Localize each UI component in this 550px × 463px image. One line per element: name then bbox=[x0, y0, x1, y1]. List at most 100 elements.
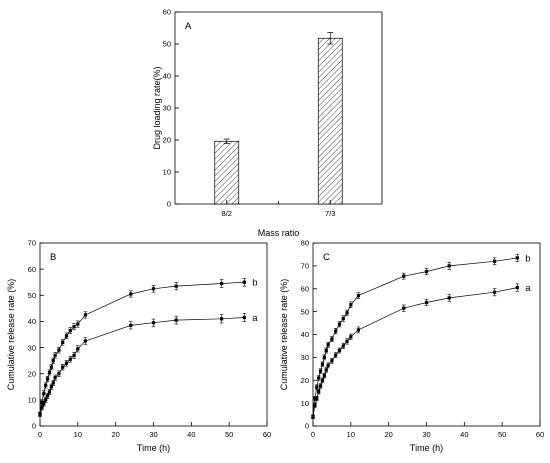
data-point-a bbox=[220, 317, 224, 321]
data-point-a bbox=[349, 335, 353, 339]
data-point-b bbox=[49, 365, 53, 369]
x-tick-label: 50 bbox=[498, 430, 506, 439]
data-point-b bbox=[83, 313, 87, 317]
panel-label: A bbox=[185, 21, 192, 32]
y-tick-label: 10 bbox=[301, 399, 309, 408]
x-axis-label: Mass ratio bbox=[258, 228, 300, 238]
data-point-a bbox=[334, 353, 338, 357]
data-point-b bbox=[345, 311, 349, 315]
plot-frame bbox=[174, 11, 383, 205]
data-point-a bbox=[72, 353, 76, 358]
x-axis-label: Time (h) bbox=[410, 443, 443, 453]
data-point-b bbox=[151, 287, 156, 291]
chart-panel-b: B Time (h) Cumulative release rate (%) 0 10 2… bbox=[6, 239, 271, 453]
data-point-b bbox=[326, 343, 330, 347]
data-point-a bbox=[76, 347, 80, 351]
y-tick-label: 40 bbox=[163, 72, 171, 81]
data-point-b bbox=[174, 284, 178, 288]
y-tick-label: 40 bbox=[28, 317, 36, 326]
series-line-b bbox=[39, 281, 245, 415]
y-tick-label: 60 bbox=[163, 8, 171, 17]
x-tick-label: 20 bbox=[384, 430, 392, 439]
x-tick-label: 60 bbox=[263, 430, 271, 439]
data-point-b bbox=[61, 340, 65, 344]
data-point-b bbox=[320, 362, 325, 366]
y-tick-label: 10 bbox=[163, 168, 171, 177]
data-point-a bbox=[242, 315, 246, 320]
y-tick-label: 30 bbox=[301, 353, 309, 362]
data-point-a bbox=[83, 339, 87, 343]
data-point-a bbox=[447, 296, 451, 300]
y-tick-label: 0 bbox=[167, 200, 171, 209]
data-point-a bbox=[44, 398, 48, 402]
data-point-a bbox=[320, 378, 325, 382]
data-point-a bbox=[515, 286, 519, 290]
data-point-b bbox=[242, 280, 246, 284]
data-point-b bbox=[44, 383, 48, 388]
data-point-b bbox=[68, 328, 72, 333]
data-point-b bbox=[53, 353, 57, 358]
data-point-a bbox=[129, 323, 133, 327]
y-tick-label: 50 bbox=[28, 291, 36, 300]
data-point-b bbox=[317, 376, 321, 380]
data-point-a bbox=[311, 415, 315, 419]
data-point-a bbox=[313, 403, 317, 408]
y-tick-label: 30 bbox=[163, 104, 171, 113]
x-tick-label: 8/2 bbox=[222, 209, 232, 218]
data-point-a bbox=[51, 381, 55, 385]
data-point-b bbox=[42, 391, 46, 395]
y-tick-label: 60 bbox=[28, 265, 36, 274]
data-point-a bbox=[330, 359, 334, 363]
data-point-b bbox=[330, 337, 334, 341]
data-point-b bbox=[45, 377, 50, 381]
data-point-a bbox=[317, 390, 321, 394]
data-point-b bbox=[493, 259, 497, 263]
series-line-a bbox=[312, 287, 518, 417]
x-tick-label: 40 bbox=[460, 430, 468, 439]
panel-label: B bbox=[50, 252, 56, 263]
data-point-a bbox=[493, 290, 497, 294]
chart-panel-a: A Mass ratio Drug loading rate(%) 0 10 20 30 40… bbox=[152, 8, 383, 238]
data-point-b bbox=[324, 348, 328, 353]
data-point-a bbox=[345, 339, 349, 343]
data-point-a bbox=[337, 348, 342, 353]
x-tick-label: 0 bbox=[311, 430, 315, 439]
y-tick-label: 10 bbox=[28, 396, 36, 405]
y-tick-label: 40 bbox=[301, 330, 309, 339]
data-point-b bbox=[72, 325, 76, 329]
data-point-b bbox=[424, 269, 429, 274]
x-tick-label: 0 bbox=[38, 430, 42, 439]
y-tick-label: 0 bbox=[305, 422, 309, 431]
data-point-a bbox=[42, 402, 46, 406]
chart-panel-c: C Time (h) Cumulative release rate (%) 0 10 2… bbox=[279, 239, 544, 453]
y-axis-label: Drug loading rate(%) bbox=[152, 66, 162, 149]
data-point-b bbox=[349, 303, 353, 307]
data-point-a bbox=[322, 374, 326, 378]
y-tick-label: 20 bbox=[163, 136, 171, 145]
data-point-b bbox=[313, 396, 317, 401]
data-point-a bbox=[174, 318, 178, 322]
data-point-a bbox=[64, 361, 69, 365]
data-point-a bbox=[326, 363, 330, 367]
y-tick-label: 50 bbox=[163, 40, 171, 49]
y-tick-label: 0 bbox=[32, 422, 36, 431]
bar-8-2 bbox=[214, 140, 240, 205]
bar-7-3 bbox=[317, 37, 343, 205]
y-axis-label: Cumulative release rate (%) bbox=[6, 279, 16, 391]
data-point-a bbox=[151, 321, 156, 325]
data-point-b bbox=[337, 322, 342, 326]
data-point-b bbox=[402, 274, 406, 278]
y-tick-label: 60 bbox=[301, 284, 309, 293]
data-point-a bbox=[45, 394, 50, 398]
x-tick-label: 60 bbox=[536, 430, 544, 439]
data-point-a bbox=[341, 344, 345, 348]
data-point-a bbox=[57, 372, 61, 376]
y-tick-label: 80 bbox=[301, 239, 309, 248]
data-point-b bbox=[341, 316, 345, 321]
plot-frame bbox=[39, 242, 268, 427]
data-point-a bbox=[318, 384, 323, 388]
x-axis-label: Time (h) bbox=[137, 443, 170, 453]
y-tick-label: 70 bbox=[301, 262, 309, 271]
panel-label: C bbox=[323, 252, 330, 263]
y-tick-label: 70 bbox=[28, 239, 36, 248]
